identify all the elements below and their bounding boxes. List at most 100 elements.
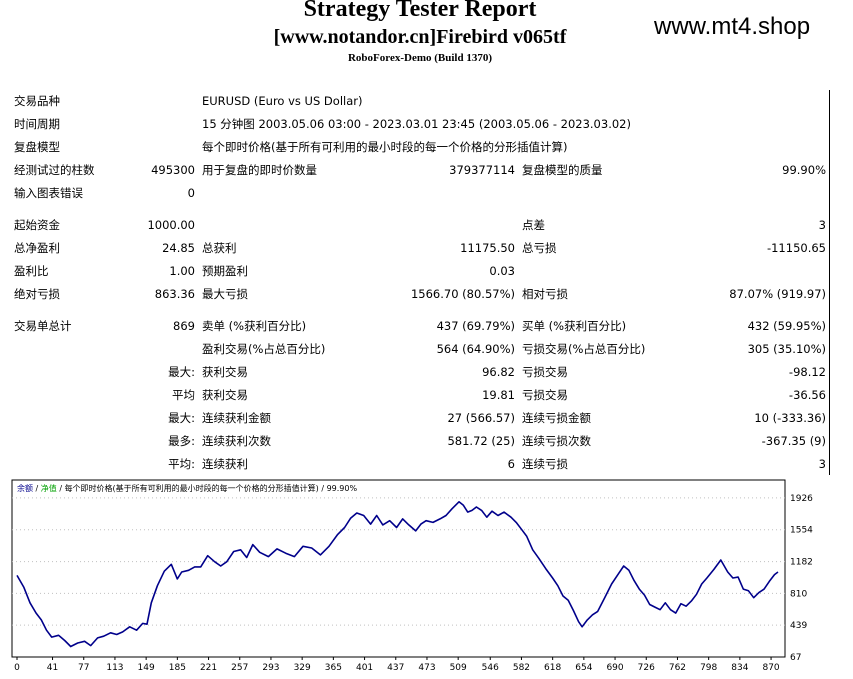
- loss-trades-value: 305 (35.10%): [747, 342, 826, 356]
- x-tick-label: 0: [14, 663, 20, 673]
- x-tick-label: 654: [575, 663, 592, 673]
- server-build: RoboForex-Demo (Build 1370): [347, 52, 492, 64]
- largest-loss-value: -98.12: [788, 365, 826, 379]
- y-tick-label: 1182: [790, 558, 813, 568]
- total-trades-value: 869: [173, 319, 195, 333]
- gross-profit-label: 总获利: [202, 241, 237, 255]
- max-consecutive-prefix: 最大:: [168, 411, 195, 425]
- long-positions-label: 买单 (%获利百分比): [522, 319, 627, 333]
- largest-profit-value: 96.82: [482, 365, 515, 379]
- legend-separator: /: [33, 484, 41, 493]
- quality-label: 复盘模型的质量: [522, 163, 603, 177]
- deposit-value: 1000.00: [147, 218, 195, 232]
- x-tick-label: 77: [78, 663, 89, 673]
- y-tick-label: 1554: [790, 526, 813, 536]
- absolute-drawdown-value: 863.36: [154, 287, 195, 301]
- errors-value: 0: [187, 186, 195, 200]
- symbol-label: 交易品种: [14, 94, 60, 108]
- x-tick-label: 726: [638, 663, 655, 673]
- x-tick-label: 365: [325, 663, 342, 673]
- max-consecutive-profit-value: 581.72 (25): [447, 434, 515, 448]
- bars-value: 495300: [151, 163, 195, 177]
- y-tick-label: 810: [790, 589, 807, 599]
- bars-label: 经测试过的柱数: [14, 163, 95, 177]
- x-tick-label: 293: [262, 663, 279, 673]
- average-consecutive-wins-label: 连续获利: [202, 457, 248, 471]
- legend-equity: 净值: [41, 483, 57, 493]
- table-right-border: [829, 90, 830, 475]
- x-tick-label: 437: [387, 663, 404, 673]
- spread-label: 点差: [522, 218, 545, 232]
- symbol-value: EURUSD (Euro vs US Dollar): [202, 94, 363, 108]
- max-consecutive-wins-value: 27 (566.57): [447, 411, 515, 425]
- total-trades-label: 交易单总计: [14, 319, 72, 333]
- x-tick-label: 221: [200, 663, 217, 673]
- watermark-text: www.mt4.shop: [654, 13, 811, 40]
- largest-profit-label: 获利交易: [202, 365, 248, 379]
- average-prefix: 平均: [172, 388, 195, 402]
- profit-trades-label: 盈利交易(%占总百分比): [202, 342, 326, 356]
- average-consecutive-losses-value: 3: [818, 457, 826, 471]
- x-tick-label: 509: [450, 663, 467, 673]
- gross-profit-value: 11175.50: [460, 241, 515, 255]
- x-tick-label: 834: [731, 663, 748, 673]
- average-consecutive-losses-label: 连续亏损: [522, 457, 568, 471]
- quality-value: 99.90%: [782, 163, 826, 177]
- max-consecutive-loss-value: -367.35 (9): [761, 434, 826, 448]
- average-consecutive-prefix: 平均:: [168, 457, 195, 471]
- ticks-label: 用于复盘的即时价数量: [202, 163, 317, 177]
- x-tick-label: 257: [231, 663, 248, 673]
- y-tick-label: 67: [790, 653, 801, 663]
- model-label: 复盘模型: [14, 140, 60, 154]
- period-label: 时间周期: [14, 117, 60, 131]
- long-positions-value: 432 (59.95%): [747, 319, 826, 333]
- maximal-drawdown-label: 最大亏损: [202, 287, 248, 301]
- x-tick-label: 473: [418, 663, 435, 673]
- profit-factor-label: 盈利比: [14, 264, 49, 278]
- expert-name: [www.notandor.cn]Firebird v065tf: [273, 26, 567, 48]
- profit-factor-value: 1.00: [169, 264, 195, 278]
- max-consecutive-losses-value: 10 (-333.36): [754, 411, 826, 425]
- relative-drawdown-label: 相对亏损: [522, 287, 568, 301]
- y-tick-label: 1926: [790, 494, 813, 504]
- spread-value: 3: [818, 218, 826, 232]
- max-consecutive-losses-label: 连续亏损金额: [522, 411, 591, 425]
- profit-trades-value: 564 (64.90%): [436, 342, 515, 356]
- average-profit-label: 获利交易: [202, 388, 248, 402]
- x-tick-label: 401: [356, 663, 373, 673]
- average-loss-label: 亏损交易: [522, 388, 568, 402]
- x-tick-label: 798: [700, 663, 717, 673]
- period-value: 15 分钟图 2003.05.06 03:00 - 2023.03.01 23:…: [202, 117, 631, 131]
- gross-loss-value: -11150.65: [766, 241, 826, 255]
- short-positions-value: 437 (69.79%): [436, 319, 515, 333]
- absolute-drawdown-label: 绝对亏损: [14, 287, 60, 301]
- x-tick-label: 113: [106, 663, 123, 673]
- expected-payoff-label: 预期盈利: [202, 264, 248, 278]
- expected-payoff-value: 0.03: [489, 264, 515, 278]
- chart-legend: 余额 / 净值 / 每个即时价格(基于所有可利用的最小时段的每一个价格的分形插值…: [17, 483, 357, 493]
- x-tick-label: 185: [169, 663, 186, 673]
- report-title: Strategy Tester Report: [303, 0, 537, 22]
- legend-model-text: / 每个即时价格(基于所有可利用的最小时段的每一个价格的分形插值计算) / 99…: [57, 483, 358, 493]
- chart-plot-area: [11, 479, 786, 658]
- average-loss-value: -36.56: [788, 388, 826, 402]
- x-tick-label: 329: [294, 663, 311, 673]
- short-positions-label: 卖单 (%获利百分比): [202, 319, 307, 333]
- x-tick-label: 41: [47, 663, 58, 673]
- average-consecutive-wins-value: 6: [507, 457, 515, 471]
- x-tick-label: 546: [482, 663, 499, 673]
- largest-prefix: 最大:: [168, 365, 195, 379]
- x-tick-label: 690: [606, 663, 623, 673]
- balance-line: [16, 501, 779, 648]
- loss-trades-label: 亏损交易(%占总百分比): [522, 342, 646, 356]
- max-consecutive-loss-label: 连续亏损次数: [522, 434, 591, 448]
- relative-drawdown-value: 87.07% (919.97): [729, 287, 826, 301]
- maximal-drawdown-value: 1566.70 (80.57%): [410, 287, 515, 301]
- x-tick-label: 870: [762, 663, 779, 673]
- largest-loss-label: 亏损交易: [522, 365, 568, 379]
- max-consecutive-profit-label: 连续获利次数: [202, 434, 271, 448]
- errors-label: 输入图表错误: [14, 186, 83, 200]
- gross-loss-label: 总亏损: [522, 241, 557, 255]
- y-tick-label: 439: [790, 621, 807, 631]
